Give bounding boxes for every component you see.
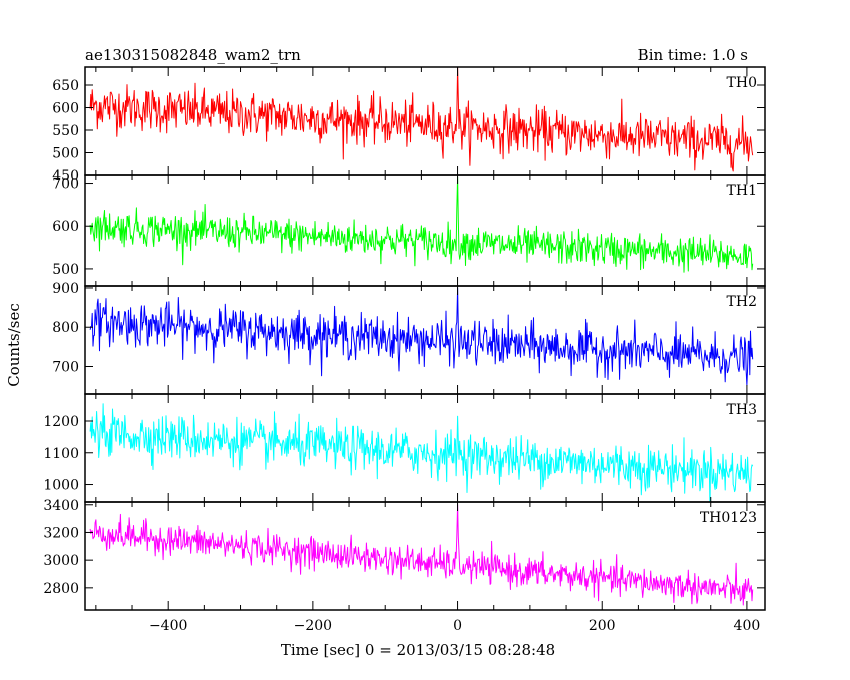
y-tick-label-th1: 500 (52, 262, 79, 278)
y-axis-label: Counts/sec (5, 303, 23, 387)
panel-label-th2: TH2 (727, 294, 757, 310)
series-line-th0123 (89, 504, 754, 606)
y-tick-label-th3: 1000 (43, 478, 79, 494)
x-tick-label: −400 (149, 618, 187, 634)
y-tick-label-th3: 1200 (43, 414, 79, 430)
panel-label-th0123: TH0123 (700, 510, 757, 526)
series-line-th0 (89, 67, 754, 172)
y-tick-label-th0: 550 (52, 123, 79, 139)
y-tick-label-th0: 650 (52, 78, 79, 94)
panel-th0: TH0 450 500 550 600 650 (52, 66, 766, 184)
panel-th3: TH3 1000 1100 1200 (43, 393, 766, 503)
y-tick-label-th1: 700 (52, 177, 79, 193)
y-tick-label-th0123: 2800 (43, 581, 79, 597)
y-tick-label-th0123: 3400 (43, 498, 79, 514)
bin-time-label: Bin time: 1.0 s (638, 46, 748, 64)
y-tick-label-th0: 600 (52, 101, 79, 117)
y-tick-label-th2: 800 (52, 320, 79, 336)
x-tick-labels: −400 −200 0 200 400 (149, 618, 760, 634)
y-tick-label-th0123: 3200 (43, 525, 79, 541)
y-tick-label-th0: 500 (52, 146, 79, 162)
x-axis-label: Time [sec] 0 = 2013/03/15 08:28:48 (281, 641, 555, 659)
series-line-th2 (89, 287, 754, 386)
series-line-th1 (89, 176, 754, 273)
y-tick-label-th3: 1100 (43, 446, 79, 462)
panel-frame-th0123 (84, 501, 766, 611)
series-line-th3 (89, 403, 754, 502)
x-tick-label: 400 (734, 618, 761, 634)
panel-label-th3: TH3 (727, 402, 757, 418)
panel-label-th1: TH1 (727, 183, 757, 199)
panel-th2: TH2 700 800 900 (52, 281, 766, 395)
panel-th0123: TH0123 2800 3000 3200 3400 (43, 498, 766, 611)
panel-th1: TH1 500 600 700 (52, 174, 766, 287)
y-tick-label-th1: 600 (52, 219, 79, 235)
y-tick-label-th0: 450 (52, 168, 79, 184)
y-tick-label-th2: 700 (52, 360, 79, 376)
x-tick-label: 0 (453, 618, 462, 634)
y-tick-label-th2: 900 (52, 281, 79, 297)
y-tick-label-th0123: 3000 (43, 553, 79, 569)
x-tick-label: −200 (294, 618, 332, 634)
chart-title: ae130315082848_wam2_trn (85, 46, 301, 64)
panels-group: TH0 450 500 550 600 650 TH1 500 600 700 TH2 700 800 9… (43, 66, 766, 611)
panel-label-th0: TH0 (727, 75, 757, 91)
x-tick-label: 200 (589, 618, 616, 634)
